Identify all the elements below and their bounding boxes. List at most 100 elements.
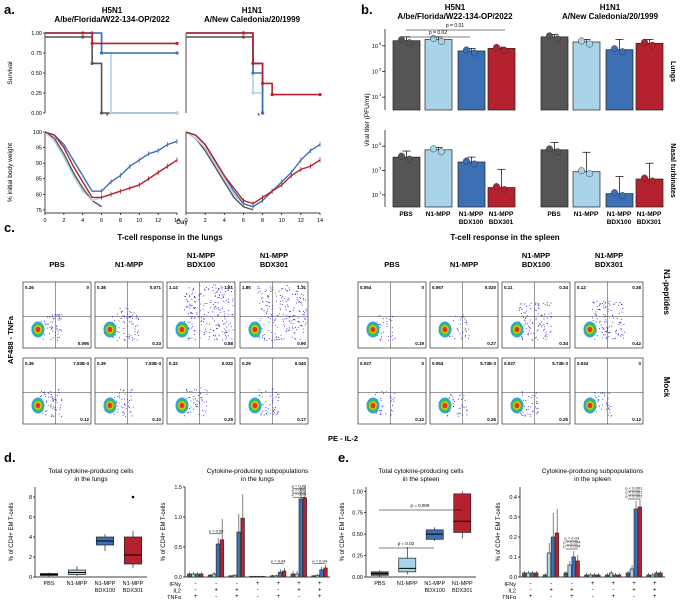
flow-event [279, 294, 281, 296]
flow-event [186, 398, 188, 400]
flow-event [118, 320, 120, 322]
h1n1-subtitle: A/New Caledonia/20/1999 [204, 15, 301, 24]
flow-event [523, 406, 525, 408]
flow-event [219, 325, 221, 327]
flow-event [381, 405, 383, 407]
combo-sign: - [215, 594, 217, 600]
flow-event [277, 411, 279, 413]
flow-title-spleen: T-cell response in the spleen [450, 233, 559, 242]
flow-event [230, 326, 232, 328]
flow-event [262, 297, 264, 298]
subpop-bar [650, 574, 655, 578]
flow-event [294, 294, 296, 295]
flow-event [46, 327, 48, 329]
flow-event [268, 330, 270, 332]
flow-event [200, 392, 201, 394]
flow-event [462, 414, 464, 416]
flow-event [201, 399, 203, 401]
flow-event [213, 334, 214, 336]
flow-event [610, 406, 612, 408]
combo-sign: - [257, 594, 259, 600]
flow-event [548, 305, 550, 307]
flow-event [215, 325, 217, 327]
flow-event [190, 400, 192, 402]
flow-event [608, 407, 610, 409]
subpop-bar [273, 575, 279, 578]
flow-event [596, 397, 598, 398]
flow-event [388, 339, 390, 341]
flow-event [191, 327, 193, 329]
flow-event [298, 327, 300, 329]
flow-frame [22, 281, 92, 349]
flow-frame [239, 357, 309, 425]
flow-event [602, 332, 603, 333]
significance-mark: * [257, 113, 260, 120]
flow-event [292, 328, 294, 330]
quadrant-value-lr: 0.88 [224, 341, 233, 346]
flow-frame [166, 281, 236, 349]
flow-event [221, 330, 223, 332]
flow-event [231, 286, 232, 288]
subpop-bar [261, 576, 266, 578]
flow-event [605, 408, 607, 410]
data-point [641, 38, 648, 46]
flow-event [380, 332, 382, 334]
flow-event [452, 399, 454, 400]
y-tick-label: 0.25 [352, 554, 363, 560]
flow-event [273, 412, 275, 414]
flow-event [603, 314, 605, 315]
flow-event [225, 332, 227, 333]
flow-plot: 0.027 00.12 [357, 357, 427, 425]
combo-row-label: IL2 [508, 589, 516, 595]
data-point [554, 148, 561, 156]
flow-event [129, 406, 131, 408]
flow-event [277, 326, 279, 328]
flow-event [298, 301, 300, 303]
bar-N1-MPP [424, 39, 453, 111]
flow-event [594, 338, 596, 340]
flow-event [457, 412, 459, 414]
flow-event [535, 336, 537, 338]
survival-point [175, 51, 179, 55]
subpop-bar [608, 572, 614, 578]
flow-event [197, 406, 199, 407]
y-tick-label: 0.5 [174, 545, 182, 551]
flow-event [261, 293, 263, 294]
flow-event [302, 314, 304, 315]
data-point [578, 37, 585, 45]
flow-event [226, 286, 228, 288]
flow-event [535, 319, 537, 321]
group-label: N1-MPP [489, 211, 514, 218]
combo-sign: + [632, 588, 636, 594]
flow-event [291, 320, 293, 322]
flow-event [268, 338, 270, 340]
flow-event [223, 323, 225, 325]
flow-frame [574, 281, 644, 349]
flow-event [198, 299, 200, 301]
flow-event [303, 314, 305, 316]
flow-event [193, 402, 195, 404]
flow-event [261, 308, 263, 310]
flow-event [623, 324, 625, 326]
flow-event [134, 331, 136, 333]
flow-event [124, 413, 125, 415]
flow-event [191, 298, 193, 300]
subpop-bar [323, 567, 328, 578]
flow-event [602, 392, 604, 394]
flow-event [522, 337, 523, 339]
flow-event [294, 315, 296, 317]
flow-event [531, 322, 533, 324]
combo-sign: + [235, 594, 239, 600]
flow-event [275, 324, 277, 326]
flow-event [461, 338, 463, 340]
flow-density-core [514, 402, 520, 409]
flow-event [282, 295, 284, 297]
combo-sign: + [549, 588, 553, 594]
subpop-title: Cytokine-producing subpopulations [542, 468, 644, 475]
flow-event [188, 411, 190, 413]
flow-event [270, 315, 272, 317]
flow-event [57, 333, 59, 335]
flow-event [613, 303, 615, 305]
flow-event [200, 293, 201, 295]
